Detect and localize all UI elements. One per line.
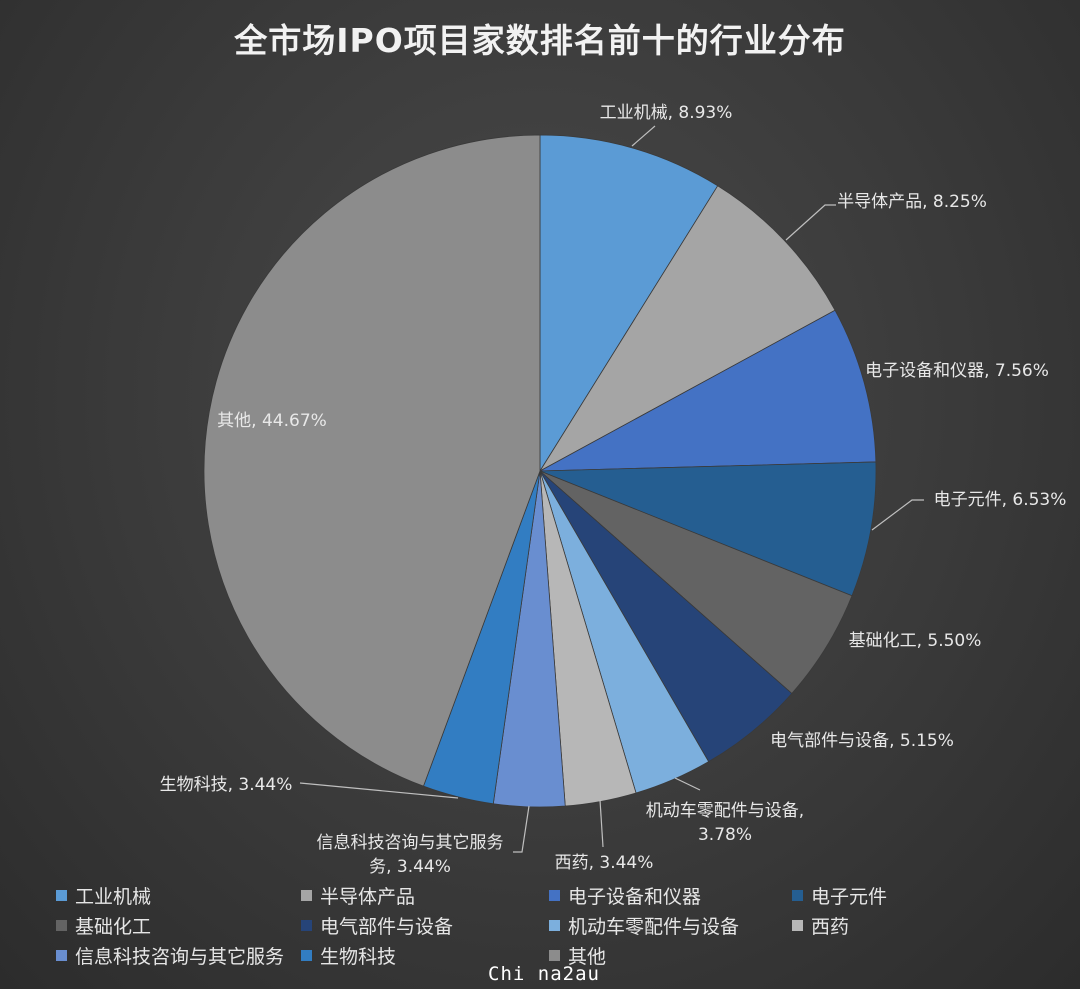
legend-label: 电气部件与设备 — [320, 915, 454, 938]
label-pharmaceuticals: 西药, 3.44% — [555, 853, 654, 873]
leader-auto-parts — [674, 777, 701, 791]
leader-biotech — [299, 782, 459, 799]
leader-lines — [299, 125, 924, 853]
legend-item-electronic-equipment: 电子设备和仪器 — [549, 882, 701, 908]
label-basic-chemicals: 基础化工, 5.50% — [849, 631, 982, 651]
legend-swatch — [56, 949, 67, 961]
watermark: Chi na2au — [488, 963, 600, 985]
legend-label: 机动车零配件与设备 — [568, 915, 740, 938]
label-biotech: 生物科技, 3.44% — [160, 775, 293, 795]
label-other: 其他, 44.67% — [217, 411, 327, 431]
legend-label: 工业机械 — [75, 885, 152, 908]
leader-semiconductors — [785, 204, 836, 241]
legend-label: 电子设备和仪器 — [568, 885, 702, 908]
legend-label: 基础化工 — [75, 915, 152, 938]
legend-item-electrical-equipment: 电气部件与设备 — [301, 912, 453, 938]
leader-industrial-machinery — [631, 125, 656, 147]
legend-swatch — [301, 949, 312, 961]
legend-swatch — [549, 949, 560, 961]
label-industrial-machinery: 工业机械, 8.93% — [600, 103, 733, 123]
slice-other — [203, 134, 541, 787]
legend-item-biotech: 生物科技 — [301, 942, 396, 968]
legend-swatch — [792, 889, 803, 901]
legend-swatch — [301, 919, 312, 931]
label-electronic-components: 电子元件, 6.53% — [934, 490, 1067, 510]
legend-item-auto-parts: 机动车零配件与设备 — [549, 912, 739, 938]
legend-item-industrial-machinery: 工业机械 — [56, 882, 151, 908]
legend-swatch — [549, 919, 560, 931]
chart-title: 全市场IPO项目家数排名前十的行业分布 — [234, 21, 846, 60]
pie-slices — [203, 134, 877, 808]
legend-label: 其他 — [568, 945, 607, 968]
label-semiconductors: 半导体产品, 8.25% — [837, 192, 987, 212]
leader-it-consulting — [513, 805, 530, 853]
legend-item-electronic-components: 电子元件 — [792, 882, 887, 908]
legend-swatch — [792, 919, 803, 931]
legend-swatch — [56, 919, 67, 931]
legend-label: 信息科技咨询与其它服务 — [75, 945, 285, 968]
slice-electronic-components — [539, 461, 877, 597]
legend-label: 半导体产品 — [320, 885, 416, 908]
slice-labels: 工业机械, 8.93% 半导体产品, 8.25% 电子设备和仪器, 7.56% 电子元… — [160, 103, 1067, 877]
legend-item-basic-chemicals: 基础化工 — [56, 912, 151, 938]
legend-item-semiconductors: 半导体产品 — [301, 882, 415, 908]
legend-label: 电子元件 — [811, 885, 888, 908]
slice-semiconductors — [538, 185, 836, 473]
label-electronic-equipment: 电子设备和仪器, 7.56% — [865, 361, 1049, 381]
leader-electronic-components — [871, 499, 924, 531]
label-it-consulting: 信息科技咨询与其它服务务, 3.44% — [317, 833, 504, 877]
label-auto-parts: 机动车零配件与设备, 3.78% — [646, 801, 804, 845]
label-electrical-equipment: 电气部件与设备, 5.15% — [770, 731, 954, 751]
legend-swatch — [56, 889, 67, 901]
leader-pharmaceuticals — [599, 799, 604, 848]
legend-item-pharmaceuticals: 西药 — [792, 912, 849, 938]
legend-swatch — [549, 889, 560, 901]
legend-label: 西药 — [811, 915, 850, 938]
legend-item-other: 其他 — [549, 942, 606, 968]
legend-swatch — [301, 889, 312, 901]
legend-label: 生物科技 — [320, 945, 397, 968]
slice-industrial-machinery — [539, 134, 719, 473]
slice-electronic-equipment — [539, 309, 877, 472]
legend-item-it-consulting: 信息科技咨询与其它服务 — [56, 942, 284, 968]
